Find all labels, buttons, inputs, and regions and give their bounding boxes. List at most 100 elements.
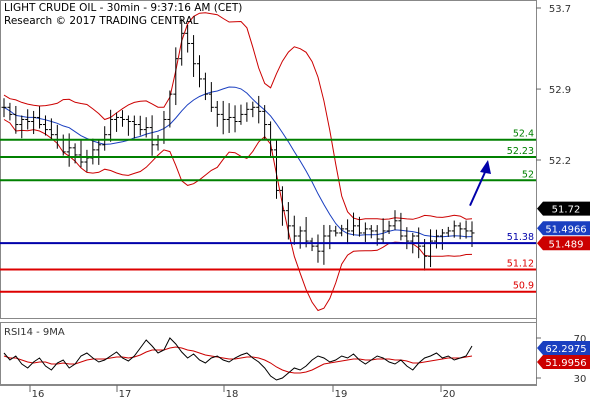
price-bar [78, 140, 84, 168]
price-bar [398, 212, 404, 241]
price-bar [262, 105, 268, 140]
moving-average-line [3, 86, 473, 238]
y-tick-label: 53.7 [549, 4, 571, 15]
price-bar [167, 90, 173, 128]
rsi-panel: 70 30 62.2975 51.9956 [3, 334, 590, 385]
price-bar [457, 222, 463, 240]
support-level-2-label: 50.9 [513, 281, 534, 292]
price-bar [37, 106, 43, 129]
price-bar [356, 216, 362, 237]
price-bars [1, 18, 475, 271]
price-bar [84, 149, 90, 172]
price-bar [108, 109, 114, 142]
price-bar [386, 220, 392, 234]
price-bar [279, 186, 285, 226]
price-bar [327, 225, 333, 250]
price-bar [220, 100, 226, 135]
price-bar [404, 227, 410, 250]
price-bar [428, 229, 434, 268]
price-bar [191, 35, 197, 77]
rsi-y-tick-label: 30 [574, 374, 587, 385]
price-bar [368, 225, 374, 239]
price-bar [1, 98, 7, 118]
rsi-ma-value-tag-label: 51.9956 [545, 358, 586, 369]
upper-band-line [3, 12, 473, 221]
price-bar [339, 224, 345, 237]
price-bar [422, 238, 428, 271]
price-bar [48, 118, 54, 140]
y-tick-label: 52.9 [549, 85, 571, 96]
y-tick-label: 52.2 [549, 156, 571, 167]
price-bar [173, 47, 179, 106]
price-bar [42, 115, 48, 136]
price-bar [445, 226, 451, 237]
projection-arrow [469, 160, 491, 207]
price-bar [439, 228, 445, 250]
price-bar [114, 112, 120, 132]
price-bar [362, 222, 368, 242]
band-value-tag-label: 51.489 [549, 239, 584, 250]
price-bar [208, 82, 214, 112]
price-bar [285, 202, 291, 240]
price-bar [321, 224, 327, 265]
price-bar [463, 220, 469, 239]
price-bar [66, 133, 72, 167]
ma-value-tag-label: 51.4966 [545, 224, 586, 235]
price-bar [185, 24, 191, 53]
last-price-tag-bg [537, 201, 590, 216]
price-bar [297, 226, 303, 249]
band-value-tag-bg [537, 236, 590, 251]
rsi-ma-line [3, 346, 473, 374]
moving-average [3, 86, 473, 238]
price-levels: 52.4 52.23 52 51.38 51.12 50.9 [0, 129, 536, 293]
price-bar [315, 234, 321, 263]
price-bar [291, 215, 297, 245]
price-bar [274, 139, 280, 199]
price-bar [202, 72, 208, 101]
price-bar [333, 225, 339, 237]
price-bar [256, 95, 262, 124]
price-bar [137, 115, 143, 136]
price-bar [250, 101, 256, 118]
price-y-axis: 53.7 52.9 52.2 [536, 4, 571, 167]
rsi-value-tag-label: 62.2975 [545, 344, 586, 355]
price-bar [309, 237, 315, 252]
x-tick-label: 18 [226, 389, 239, 400]
support-level-1-label: 51.12 [507, 258, 534, 269]
price-bar [380, 218, 386, 244]
price-bar [433, 229, 439, 249]
price-bar [149, 115, 155, 156]
price-bar [232, 105, 238, 133]
x-axis: 16 17 18 19 20 [29, 385, 455, 400]
price-bar [25, 109, 31, 130]
price-bar [392, 210, 398, 230]
arrow-head [480, 160, 491, 174]
pivot-level-label: 51.38 [507, 232, 534, 243]
price-bar [72, 143, 78, 164]
x-tick-label: 19 [335, 389, 348, 400]
price-bar [102, 126, 108, 151]
rsi-y-tick-label: 70 [574, 334, 587, 345]
price-bar [345, 219, 351, 245]
arrow-shaft [469, 169, 487, 207]
rsi-panel-title: RSI14 - 9MA [4, 327, 65, 338]
ma-value-tag-bg [537, 221, 590, 236]
price-bar [60, 134, 66, 156]
rsi-panel-frame [0, 322, 537, 385]
price-bar [451, 220, 457, 238]
price-bar [179, 18, 185, 66]
resistance-level-1-label: 52.4 [513, 129, 534, 140]
x-tick-label: 17 [119, 389, 132, 400]
last-price-tag-label: 51.72 [552, 205, 581, 216]
price-bar [214, 100, 220, 127]
price-bar [119, 110, 125, 127]
price-bar [96, 139, 102, 165]
rsi-value-tag-bg [537, 341, 590, 355]
rsi-ma-value-tag-bg [537, 355, 590, 369]
price-bar [31, 110, 37, 135]
price-bar [143, 117, 149, 138]
chart-subtitle: Research © 2017 TRADING CENTRAL [4, 15, 199, 27]
price-bar [351, 212, 357, 236]
x-tick-label: 16 [32, 389, 45, 400]
